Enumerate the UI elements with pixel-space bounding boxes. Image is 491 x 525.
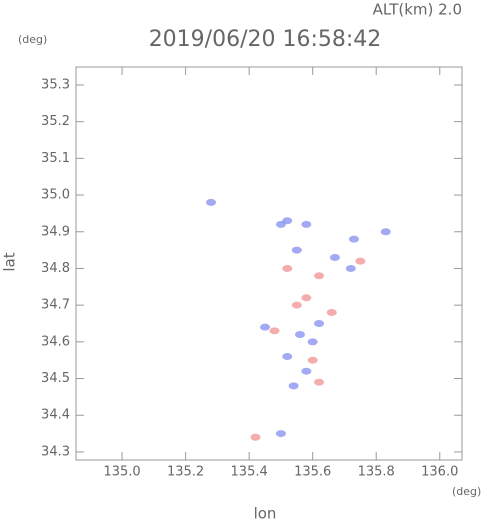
- y-tick-label: 34.6: [41, 334, 70, 349]
- echo-point: [250, 433, 261, 441]
- echo-point: [314, 378, 325, 386]
- x-tick-label: 136.0: [421, 465, 458, 480]
- echo-point: [294, 331, 305, 339]
- y-tick-label: 34.9: [41, 224, 70, 239]
- y-unit: (deg): [18, 33, 47, 46]
- echo-point: [307, 338, 318, 346]
- echo-point: [326, 308, 337, 316]
- echo-point: [260, 323, 271, 331]
- y-tick-label: 34.8: [41, 261, 70, 276]
- y-tick-label: 35.3: [41, 77, 70, 92]
- echo-point: [288, 382, 299, 390]
- y-tick-label: 35.0: [41, 188, 70, 203]
- x-tick-label: 135.8: [358, 465, 395, 480]
- echo-point: [282, 217, 293, 225]
- echo-point: [301, 220, 312, 228]
- x-tick-label: 135.0: [103, 465, 140, 480]
- altitude: ALT(km) 2.0: [373, 1, 462, 19]
- echo-point: [345, 264, 356, 272]
- x-tick-label: 135.6: [294, 465, 331, 480]
- x-unit: (deg): [452, 485, 481, 498]
- x-tick-label: 135.4: [231, 465, 268, 480]
- y-axis-label: lat: [1, 252, 19, 271]
- echo-point: [275, 430, 286, 438]
- echo-point: [269, 327, 280, 335]
- echo-point: [282, 264, 293, 272]
- echo-point: [329, 253, 340, 261]
- y-tick-label: 35.2: [41, 114, 70, 129]
- echo-point: [380, 228, 391, 236]
- y-tick-label: 34.5: [41, 371, 70, 386]
- echo-point: [314, 272, 325, 280]
- y-tick-label: 34.7: [41, 298, 70, 313]
- y-tick-label: 34.3: [41, 444, 70, 459]
- echo-point: [301, 294, 312, 302]
- echo-point: [355, 257, 366, 265]
- echo-point: [206, 198, 217, 206]
- echo-point: [348, 235, 359, 243]
- echo-point: [314, 319, 325, 327]
- y-tick-label: 35.1: [41, 151, 70, 166]
- echo-point: [282, 353, 293, 361]
- plot-frame: [75, 66, 463, 461]
- x-axis-label: lon: [254, 505, 277, 522]
- echo-point: [291, 246, 302, 254]
- echo-point: [307, 356, 318, 364]
- chart-title: 2019/06/20 16:58:42: [149, 27, 382, 52]
- x-tick-label: 135.2: [167, 465, 204, 480]
- echo-point: [291, 301, 302, 309]
- y-tick-label: 34.4: [41, 408, 70, 423]
- echo-point: [301, 367, 312, 375]
